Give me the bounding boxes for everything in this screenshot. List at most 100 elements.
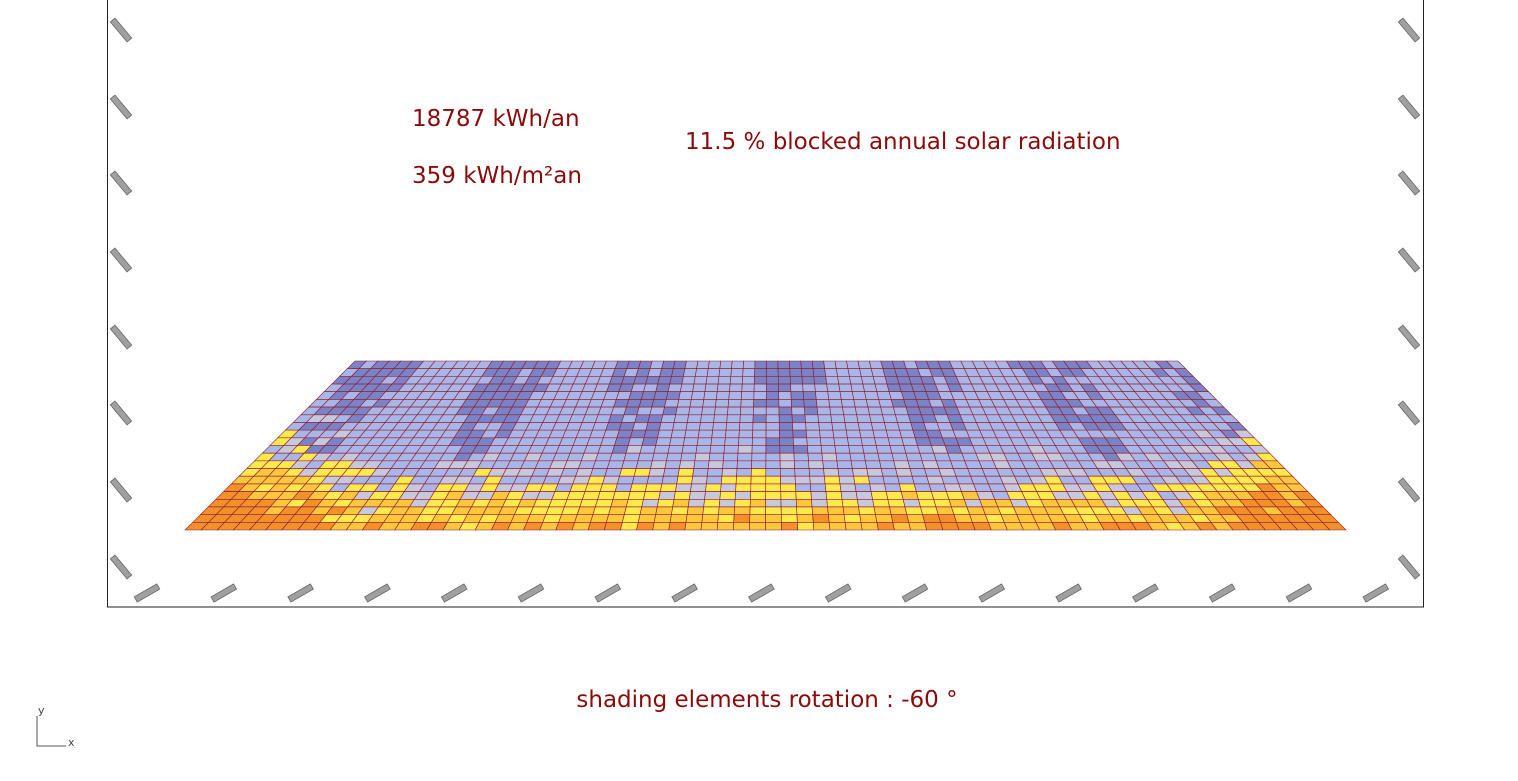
grid-cell [856, 414, 872, 423]
grid-cell [637, 452, 655, 462]
grid-cell [749, 522, 766, 531]
grid-cell [636, 406, 653, 416]
grid-cell [817, 414, 833, 423]
grid-cell [723, 445, 739, 454]
shading-element [1397, 554, 1421, 580]
shading-element [517, 583, 545, 603]
grid-cell [592, 460, 611, 469]
grid-cell [657, 376, 672, 385]
grid-cell [683, 368, 697, 377]
grid-cell [655, 506, 674, 515]
grid-cell [637, 514, 657, 523]
grid-cell [703, 391, 718, 400]
grid-cell [779, 429, 794, 439]
grid-cell [833, 437, 850, 446]
grid-cell [686, 414, 702, 423]
grid-cell [765, 406, 780, 416]
grid-cell [793, 452, 809, 462]
grid-cell [794, 468, 811, 477]
grid-cell [802, 383, 816, 393]
grid-cell [870, 422, 887, 431]
grid-cell [643, 491, 661, 500]
grid-cell [872, 376, 888, 385]
grid-cell [639, 445, 657, 454]
grid-cell [844, 422, 860, 431]
grid-cell [765, 498, 782, 508]
specific-energy: 359 kWh/m²an [412, 163, 582, 189]
grid-cell [677, 468, 695, 477]
grid-cell [897, 422, 914, 431]
grid-cell [900, 491, 919, 500]
grid-cell [887, 498, 906, 508]
grid-cell [675, 406, 691, 416]
grid-cell [558, 514, 578, 523]
grid-cell [859, 514, 878, 523]
grid-cell [920, 506, 939, 515]
grid-cell [843, 414, 859, 423]
grid-cell [857, 360, 872, 369]
grid-cell [860, 522, 879, 531]
grid-cell [828, 522, 847, 531]
grid-cell [708, 452, 725, 462]
grid-cell [779, 460, 796, 469]
grid-cell [809, 483, 827, 492]
grid-cell [854, 406, 870, 416]
grid-cell [707, 360, 722, 369]
grid-cell [837, 468, 854, 477]
grid-cell [884, 483, 902, 492]
grid-cell [872, 429, 889, 439]
grid-cell [780, 491, 797, 500]
grid-cell [797, 522, 815, 531]
grid-cell [821, 452, 838, 462]
grid-cell [765, 491, 782, 500]
grid-cell [875, 514, 894, 523]
grid-cell [885, 429, 903, 439]
grid-cell [754, 368, 767, 377]
grid-cell [827, 506, 845, 515]
shading-element [364, 583, 391, 603]
grid-cell [604, 468, 623, 477]
grid-cell [667, 445, 684, 454]
grid-cell [610, 498, 629, 508]
shading-element [1397, 17, 1421, 43]
grid-cell [823, 468, 840, 477]
grid-cell [710, 437, 726, 446]
grid-cell [678, 460, 696, 469]
grid-cell [658, 491, 676, 500]
grid-cell [879, 460, 897, 469]
shading-element [109, 400, 133, 426]
grid-cell [794, 475, 811, 485]
grid-cell [704, 383, 719, 393]
grid-cell [738, 437, 753, 446]
grid-cell [720, 483, 737, 492]
grid-cell [661, 475, 679, 485]
grid-cell [701, 514, 719, 523]
grid-cell [827, 391, 842, 400]
grid-cell [689, 399, 705, 408]
grid-cell [819, 437, 836, 446]
grid-cell [842, 506, 861, 515]
grid-cell [716, 383, 731, 393]
shading-element [1397, 477, 1421, 503]
grid-cell [704, 491, 721, 500]
grid-cell [594, 498, 614, 508]
grid-cell [905, 452, 923, 462]
grid-cell [765, 437, 781, 446]
grid-cell [864, 391, 880, 400]
grid-cell [696, 360, 710, 369]
grid-cell [935, 506, 955, 515]
grid-cell [780, 475, 796, 485]
grid-cell [584, 483, 603, 492]
grid-cell [801, 368, 815, 377]
grid-cell [845, 429, 862, 439]
grid-cell [649, 360, 665, 369]
shading-element [1397, 247, 1421, 273]
grid-cell [893, 460, 911, 469]
grid-cell [592, 506, 612, 515]
grid-cell [889, 445, 907, 454]
grid-cell [828, 514, 846, 523]
grid-cell [835, 368, 850, 377]
grid-cell [847, 437, 863, 446]
shading-element [671, 583, 698, 603]
